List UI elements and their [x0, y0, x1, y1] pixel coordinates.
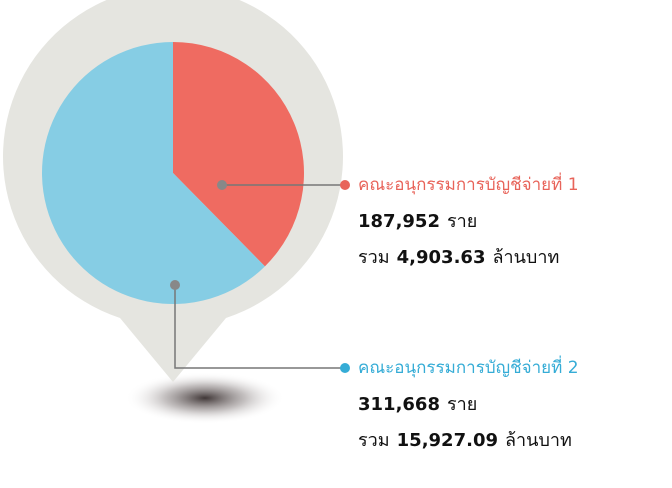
amount-line: รวม 4,903.63 ล้านบาท: [358, 247, 559, 268]
pie-slice: [42, 42, 265, 305]
count-unit: ราย: [447, 211, 477, 232]
count-line: 311,668 ราย: [358, 394, 477, 415]
legend-label: คณะอนุกรรมการบัญชีจ่ายที่ 2: [358, 355, 579, 378]
connector-dot: [340, 180, 350, 190]
amount-value: 15,927.09: [397, 430, 498, 451]
count-value: 311,668: [358, 394, 440, 415]
amount-prefix: รวม: [358, 430, 390, 451]
amount-prefix: รวม: [358, 247, 390, 268]
amount-line: รวม 15,927.09 ล้านบาท: [358, 430, 572, 451]
amount-unit: ล้านบาท: [492, 247, 559, 268]
pin-shadow: [125, 372, 285, 424]
pie-slice: [173, 42, 305, 267]
connector-dot: [340, 363, 350, 373]
count-value: 187,952: [358, 211, 440, 232]
count-unit: ราย: [447, 394, 477, 415]
amount-unit: ล้านบาท: [505, 430, 572, 451]
count-line: 187,952 ราย: [358, 211, 477, 232]
amount-value: 4,903.63: [397, 247, 486, 268]
connector-line: [174, 285, 345, 369]
legend-label: คณะอนุกรรมการบัญชีจ่ายที่ 1: [358, 172, 579, 195]
connector-dot: [217, 180, 227, 190]
connector-dot: [170, 280, 180, 290]
